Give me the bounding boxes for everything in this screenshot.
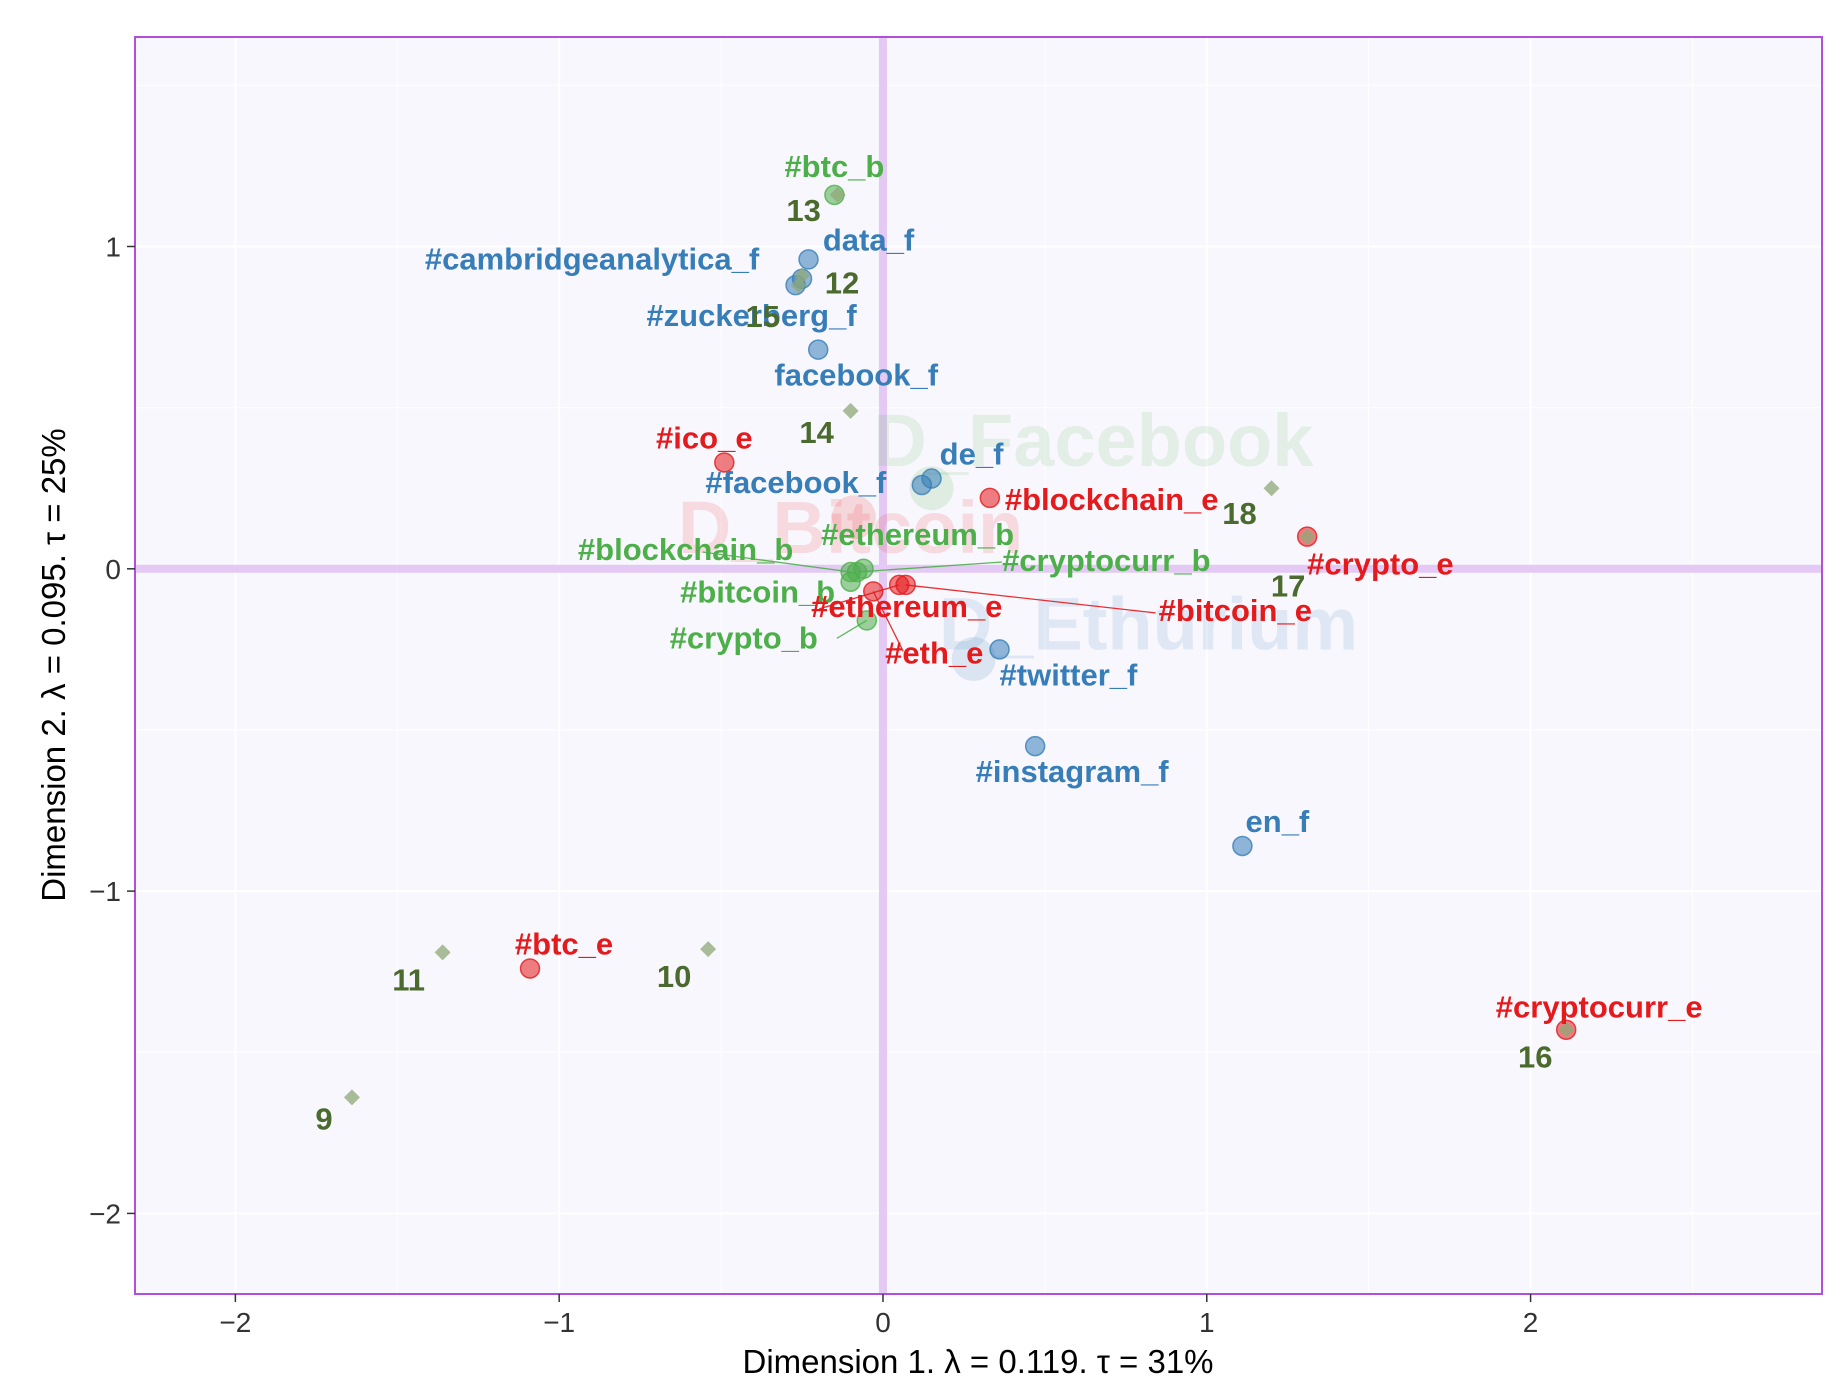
label-connector: [872, 591, 904, 652]
y-tick-label: 0: [105, 554, 121, 585]
point-label: #ethereum_b: [821, 517, 1014, 552]
point-marker: [840, 571, 861, 592]
point-marker: [807, 339, 829, 360]
point-label: 18: [1222, 496, 1256, 531]
point-label: 16: [1518, 1040, 1552, 1075]
point-label: #crypto_e: [1307, 547, 1453, 582]
point-label: 10: [657, 959, 691, 994]
x-tick-label: −1: [543, 1307, 575, 1338]
point-label: #ico_e: [656, 420, 753, 455]
point-label: data_f: [823, 222, 915, 257]
supplementary-point-marker: [790, 277, 807, 294]
x-tick-label: −2: [219, 1307, 251, 1338]
x-tick-label: 0: [875, 1307, 891, 1338]
x-axis-title: Dimension 1. λ = 0.119. τ = 31%: [742, 1343, 1213, 1380]
y-tick-label: −1: [89, 876, 121, 907]
x-tick-label: 2: [1523, 1307, 1539, 1338]
point-label: #facebook_f: [705, 465, 887, 500]
point-marker: [863, 581, 884, 602]
point-label: #btc_e: [515, 926, 613, 961]
supplementary-point-marker: [1299, 528, 1316, 545]
label-connector: [905, 584, 1156, 614]
origin-lines: [135, 37, 1822, 1294]
point-label: facebook_f: [774, 358, 938, 393]
point-marker: [519, 958, 541, 979]
point-label: #twitter_f: [1000, 657, 1138, 692]
point-label: 9: [315, 1101, 332, 1136]
point-label: #zuckerberg_f: [646, 298, 857, 333]
point-label: #cambridgeanalytica_f: [425, 242, 760, 277]
gridlines: [135, 37, 1822, 1294]
point-marker: [1232, 835, 1253, 857]
point-marker: [714, 452, 735, 473]
point-label: 15: [746, 299, 780, 334]
axes: −2 −1 0 1 2−2−101: [89, 232, 1538, 1339]
point-label: de_f: [940, 437, 1004, 472]
group-watermark-label: D_Bitcoin: [678, 486, 1023, 569]
point-label: 13: [786, 193, 820, 228]
point-label: #btc_b: [784, 149, 884, 184]
supplementary-point-marker: [1558, 1021, 1575, 1038]
point-label: 14: [799, 415, 834, 450]
point-label: #cryptocurr_e: [1496, 990, 1703, 1025]
supplementary-point-marker: [829, 186, 846, 203]
supplementary-point-marker: [700, 941, 717, 958]
point-label: en_f: [1246, 804, 1310, 839]
y-tick-label: −2: [89, 1198, 121, 1229]
point-label: #eth_e: [885, 635, 983, 670]
point-marker: [856, 610, 878, 631]
data-labels: #btc_b#blockchain_b #ethereum_b#cryptocur…: [315, 149, 1702, 1136]
point-label: 17: [1271, 569, 1305, 604]
point-label: #bitcoin_e: [1159, 593, 1312, 628]
label-connector: [702, 551, 851, 573]
point-label: #blockchain_e: [1005, 482, 1219, 517]
supplementary-point-marker: [434, 944, 451, 961]
point-label: 11: [392, 962, 425, 997]
point-label: #instagram_f: [976, 754, 1170, 789]
point-label: #crypto_b: [670, 620, 818, 655]
label-connector: [818, 584, 900, 610]
point-marker: [989, 639, 1010, 660]
data-points: [343, 184, 1577, 1106]
supplementary-point-marker: [343, 1089, 360, 1106]
point-marker: [911, 474, 933, 496]
plot-frame: [134, 36, 1823, 1295]
point-label: #blockchain_b: [578, 532, 793, 567]
group-center-points: [831, 466, 996, 682]
point-marker: [979, 487, 1001, 509]
label-connectors: [702, 551, 1156, 652]
group-center-marker: [831, 495, 876, 540]
label-connector: [857, 561, 1003, 573]
point-label: #ethereum_e: [811, 589, 1002, 624]
supplementary-point-marker: [842, 402, 859, 419]
x-tick-label: 1: [1199, 1307, 1215, 1338]
supplementary-point-marker: [1263, 480, 1280, 497]
y-tick-label: 1: [105, 232, 121, 263]
point-marker: [1024, 735, 1046, 757]
point-label: 12: [825, 266, 859, 301]
group-center-marker: [951, 637, 996, 682]
point-label: #cryptocurr_b: [1002, 543, 1210, 578]
group-watermark-label: D_Facebook: [873, 399, 1314, 482]
y-axis-title: Dimension 2. λ = 0.095. τ = 25%: [35, 428, 72, 901]
point-marker: [895, 574, 916, 596]
point-marker: [798, 249, 819, 270]
point-label: #bitcoin_b: [680, 575, 835, 610]
